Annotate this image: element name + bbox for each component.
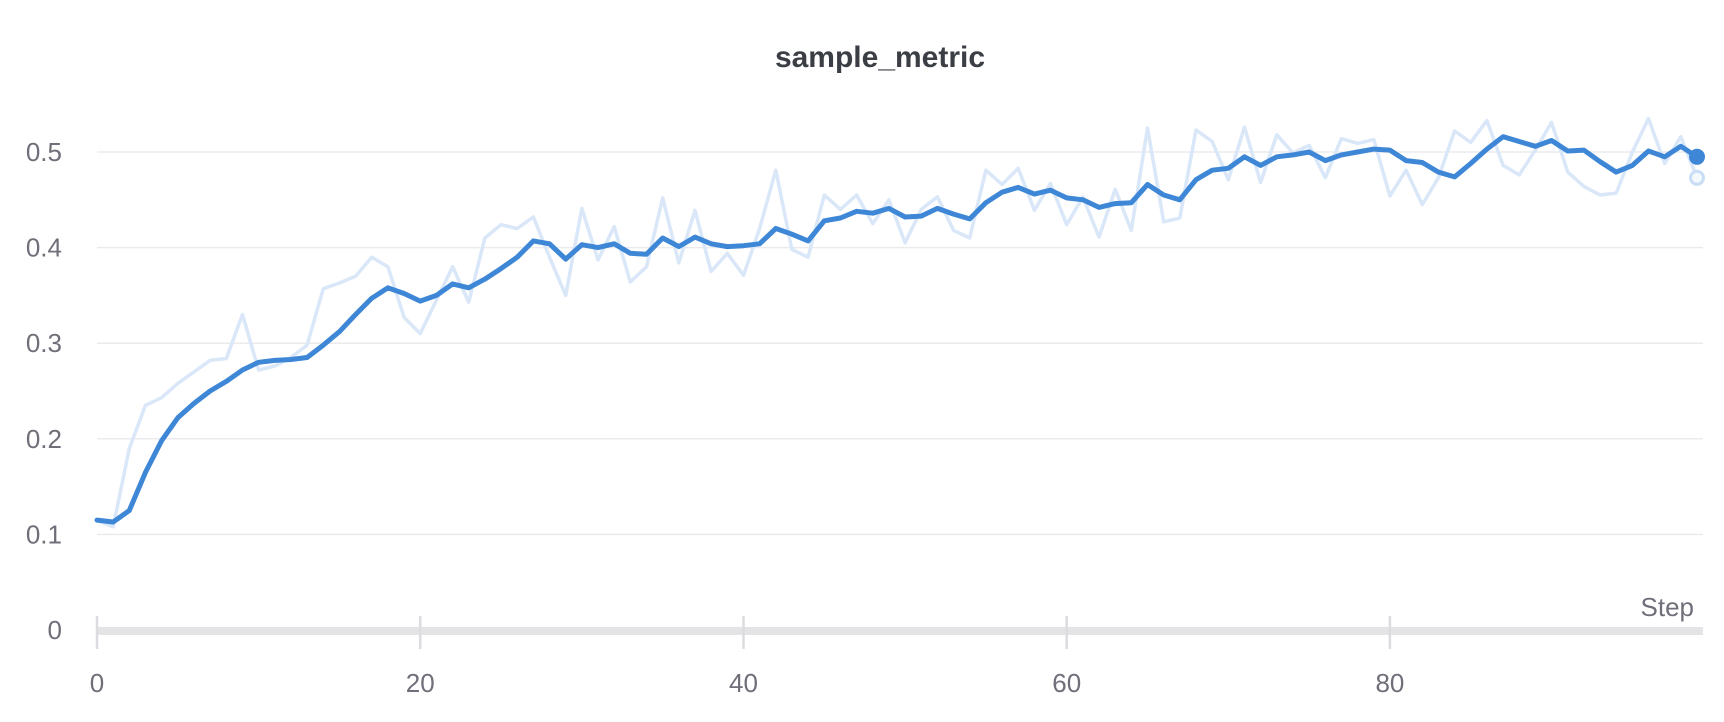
y-axis-tick-label: 0.1 (26, 519, 62, 549)
x-axis-tick-label: 0 (90, 668, 104, 698)
y-axis-tick-label: 0.2 (26, 424, 62, 454)
x-axis-baseline (97, 627, 1703, 635)
y-axis-tick-label: 0.4 (26, 233, 62, 263)
step-axis-label: Step (1641, 592, 1695, 622)
x-axis-tick-label: 60 (1052, 668, 1081, 698)
y-axis-tick-label: 0.3 (26, 328, 62, 358)
x-axis-tick-label: 40 (729, 668, 758, 698)
gridlines-layer (97, 151, 1703, 536)
raw-metric-line[interactable] (95, 116, 1699, 529)
y-axis-tick-label: 0 (48, 615, 62, 645)
x-axis-tick-label: 20 (406, 668, 435, 698)
smoothed-endpoint-dot (1689, 148, 1705, 165)
y-axis-tick-label: 0.5 (26, 137, 62, 167)
series-layer (94, 116, 1705, 529)
plot-area[interactable] (90, 90, 1710, 635)
axis-layer: 0 20 40 60 80 0 0.1 0.2 0.3 0.4 0.5 (26, 137, 1703, 698)
labels-layer: sample_metric Step (775, 41, 1694, 622)
x-axis-tick-label: 80 (1375, 668, 1404, 698)
smoothed-metric-line[interactable] (94, 134, 1700, 525)
chart-title: sample_metric (775, 41, 985, 74)
raw-endpoint-ring-marker (1689, 169, 1705, 186)
